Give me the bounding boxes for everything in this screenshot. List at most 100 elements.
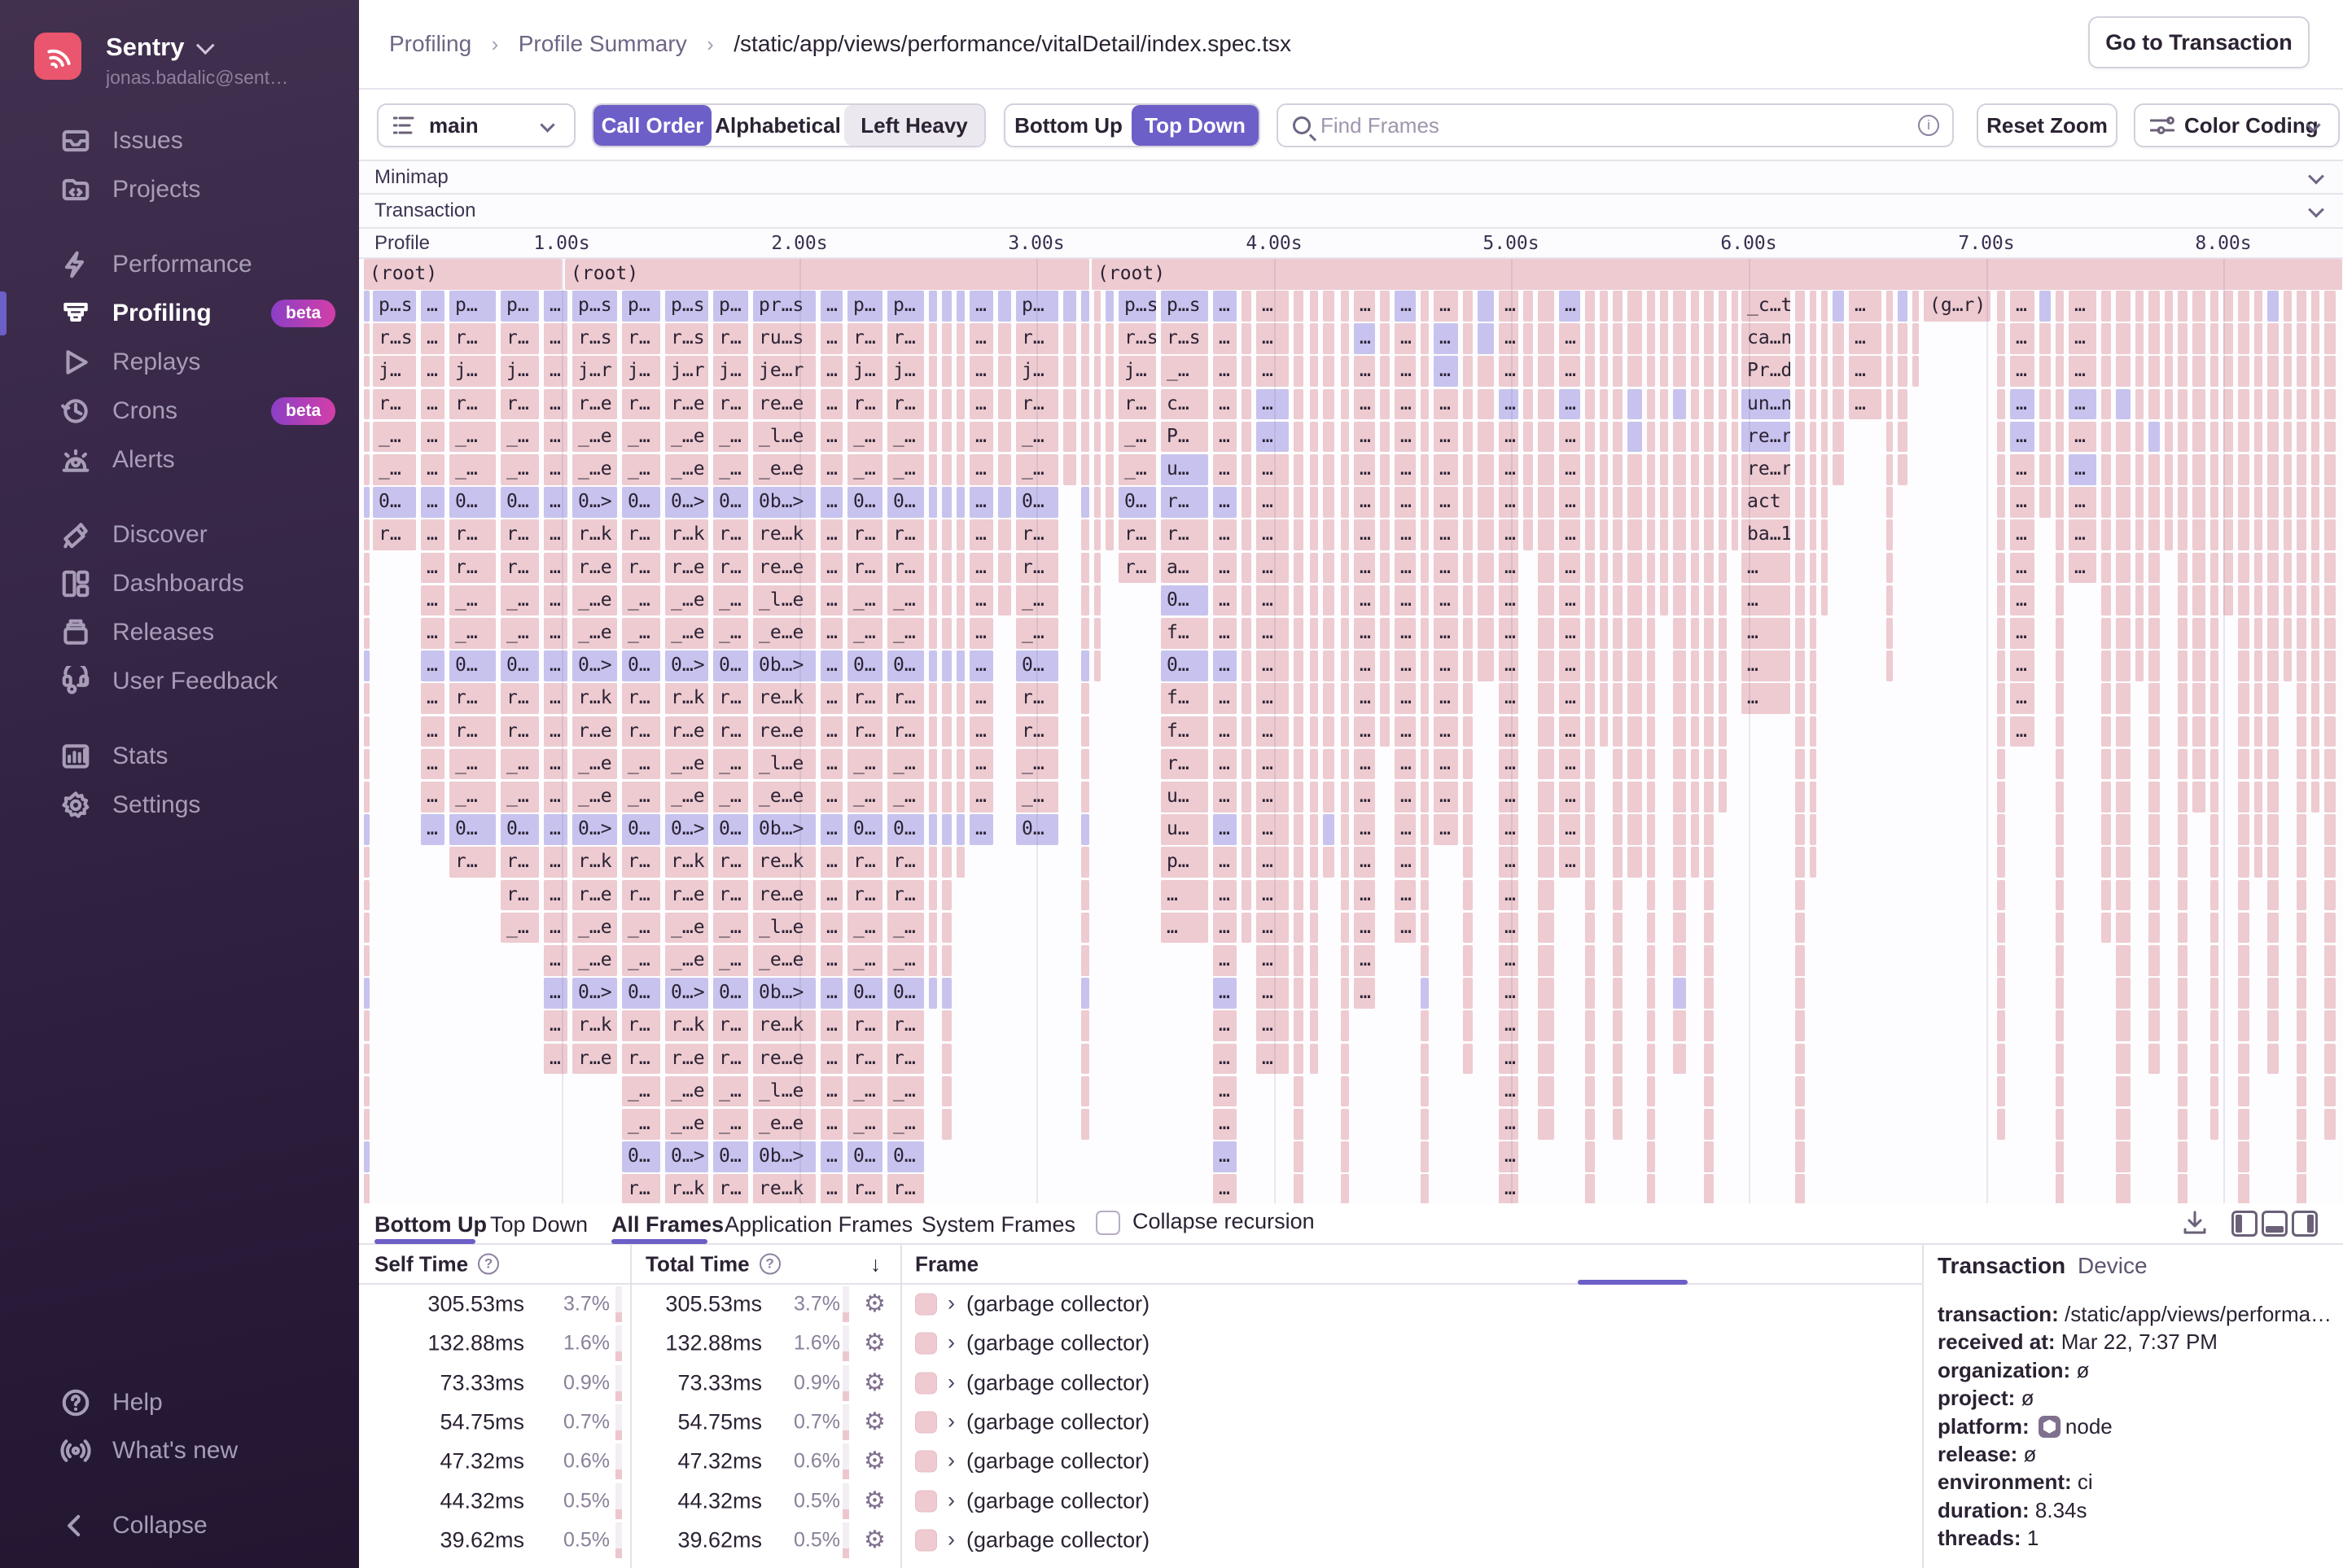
flame-frame-small[interactable] [1310,323,1318,354]
flame-frame[interactable]: … [1499,487,1518,518]
flame-frame-small[interactable] [1421,1141,1429,1172]
flame-frame-small[interactable] [1613,847,1623,878]
flame-frame-small[interactable] [942,1043,952,1075]
flame-frame[interactable]: … [1499,323,1518,354]
flame-frame[interactable]: … [970,650,993,681]
flame-frame[interactable]: … [1741,585,1790,616]
flame-frame-small[interactable] [1310,1043,1318,1075]
flame-frame[interactable]: re…k [753,519,816,550]
flame-frame[interactable]: … [1354,912,1375,944]
flame-frame-small[interactable] [942,585,952,616]
flame-frame-small[interactable] [1341,1109,1349,1140]
flame-frame[interactable]: … [1256,421,1289,453]
flame-frame-small[interactable] [1081,716,1089,747]
flame-frame[interactable]: … [2010,650,2034,681]
flame-frame-small[interactable] [1613,388,1623,420]
flame-frame[interactable]: … [821,454,843,485]
flame-frame[interactable]: r…e [665,388,708,420]
flame-frame-small[interactable] [1613,716,1623,747]
flame-frame-small[interactable] [1997,519,2005,550]
find-frames-search[interactable]: i [1277,103,1954,147]
flame-frame-small[interactable] [1613,421,1623,453]
flame-frame-small[interactable] [1660,454,1668,485]
flame-frame-small[interactable] [2238,1010,2249,1041]
flame-frame-small[interactable] [929,454,937,485]
flame-frame-small[interactable] [2192,552,2205,584]
flame-frame-small[interactable] [2116,1141,2131,1172]
flame-frame-small[interactable] [998,487,1011,518]
flame-frame-small[interactable] [1833,454,1844,485]
flame-frame-small[interactable] [1380,454,1390,485]
flame-frame-small[interactable] [1691,454,1699,485]
flame-frame-small[interactable] [2238,782,2249,812]
flame-frame-small[interactable] [1673,388,1686,420]
flame-frame-small[interactable] [942,782,952,812]
flame-frame-small[interactable] [1294,847,1303,878]
flame-frame-small[interactable] [1732,421,1738,453]
flame-frame-small[interactable] [1795,716,1805,747]
flame-frame-small[interactable] [2210,1043,2218,1075]
flame-frame-small[interactable] [2178,552,2188,584]
flame-frame-small[interactable] [1833,388,1844,420]
flame-frame-small[interactable] [1673,650,1686,681]
flame-frame[interactable]: r… [887,552,924,584]
flame-frame-small[interactable] [1081,454,1089,485]
flame-frame-small[interactable] [2324,650,2336,681]
flame-frame-small[interactable] [2324,782,2336,812]
flame-frame-small[interactable] [929,945,937,976]
flame-frame-small[interactable] [2116,1075,2131,1107]
flame-frame[interactable]: (root) [364,259,562,290]
flame-frame[interactable]: _… [622,585,660,616]
flame-frame-small[interactable] [1081,1075,1089,1107]
flame-frame-small[interactable] [1647,912,1655,944]
flame-frame[interactable]: f… [1161,618,1208,649]
flame-frame[interactable]: 0… [887,487,924,518]
flame-frame[interactable]: … [1559,552,1580,584]
flame-frame-small[interactable] [2178,748,2188,780]
flame-frame-small[interactable] [1585,323,1595,354]
transaction-row[interactable]: Transaction [359,195,2343,229]
flame-frame[interactable]: … [1434,552,1458,584]
flame-frame-small[interactable] [1538,291,1554,322]
flame-frame-small[interactable] [1810,683,1816,714]
flame-frame-small[interactable] [929,388,937,420]
flame-frame-small[interactable] [1886,421,1893,453]
flame-frame[interactable]: re…e [753,1043,816,1075]
flame-frame-small[interactable] [942,650,952,681]
flame-frame[interactable]: … [1559,519,1580,550]
flame-frame[interactable]: _… [847,1075,882,1107]
flame-frame[interactable]: r…k [665,683,708,714]
flame-frame[interactable]: re…r [1741,454,1790,485]
flame-frame[interactable]: … [1256,814,1289,845]
flame-frame-small[interactable] [1323,618,1334,649]
flame-frame-small[interactable] [1294,1141,1303,1172]
flame-frame-small[interactable] [942,1109,952,1140]
flame-frame-small[interactable] [1242,585,1251,616]
flame-frame[interactable]: … [544,388,567,420]
flame-frame-small[interactable] [1627,552,1642,584]
flame-frame-small[interactable] [2178,683,2188,714]
expand-chevron-icon[interactable]: › [948,1329,955,1355]
flame-frame-small[interactable] [1886,454,1893,485]
flame-frame[interactable]: … [821,421,843,453]
flame-frame-small[interactable] [1691,519,1699,550]
flame-frame-small[interactable] [2135,585,2144,616]
flame-frame-small[interactable] [2148,1010,2160,1041]
flame-frame[interactable]: … [970,323,993,354]
flame-frame-small[interactable] [1732,356,1738,387]
flame-frame-small[interactable] [1997,879,2005,911]
flame-frame-small[interactable] [2210,782,2218,812]
flame-frame[interactable]: r… [847,1043,882,1075]
flame-frame[interactable]: … [1395,552,1416,584]
flame-frame-small[interactable] [1081,912,1089,944]
flame-frame-small[interactable] [1886,356,1893,387]
flame-frame-small[interactable] [1732,519,1738,550]
flame-frame[interactable]: r… [622,323,660,354]
flame-frame[interactable]: … [821,487,843,518]
flame-frame[interactable]: p… [887,291,924,322]
flame-frame-small[interactable] [1421,782,1429,812]
flame-frame-small[interactable] [1310,487,1318,518]
flame-frame[interactable]: … [1213,683,1237,714]
flame-frame-small[interactable] [1719,487,1727,518]
flame-frame[interactable]: … [970,618,993,649]
